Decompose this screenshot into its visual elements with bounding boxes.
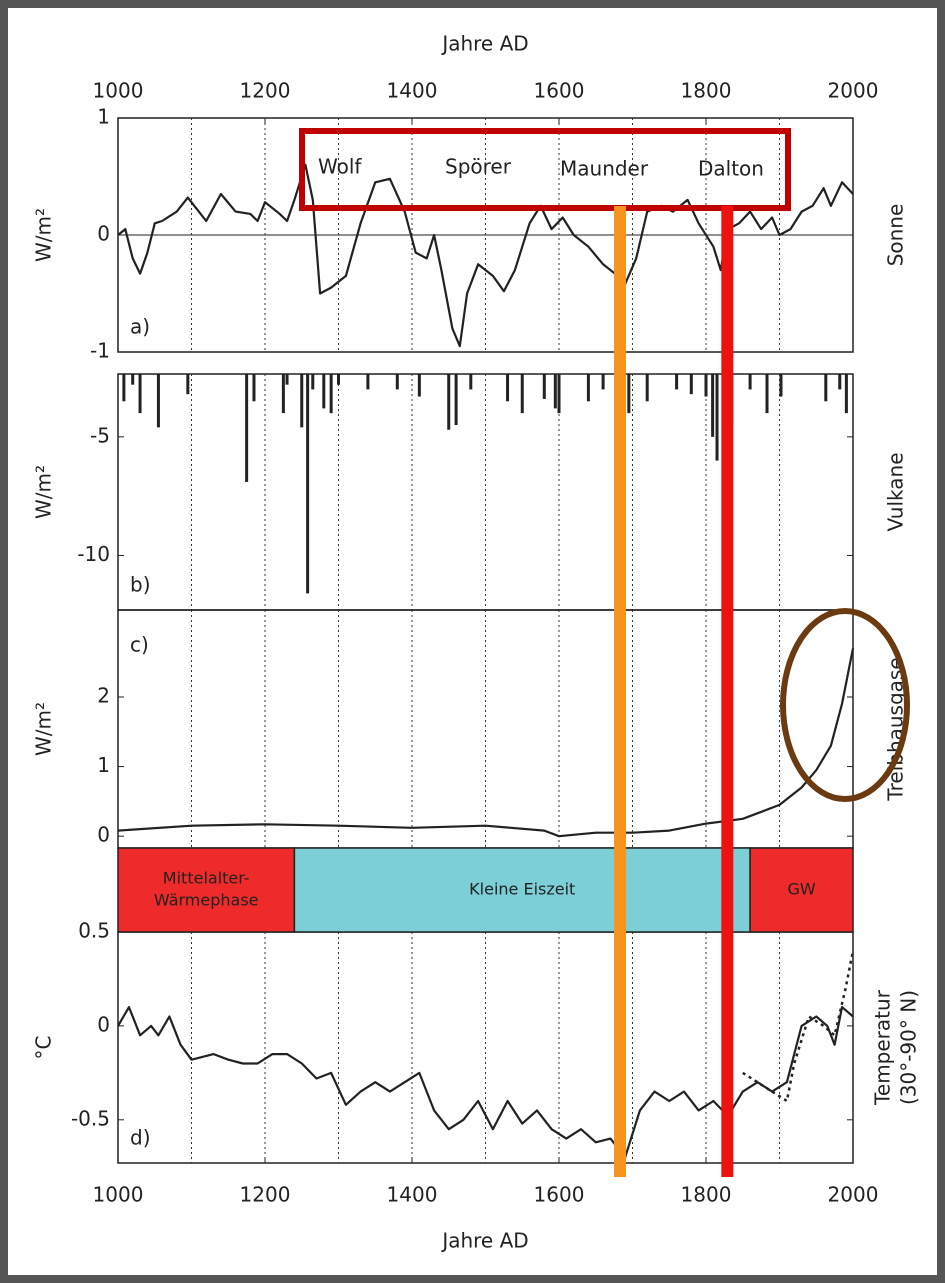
y-tick-label: 1 <box>97 753 110 777</box>
bar <box>838 374 842 390</box>
y-axis-label: W/m² <box>32 702 56 756</box>
x-axis-label-top: Jahre AD <box>440 32 528 56</box>
period <box>117 847 296 933</box>
data-line <box>117 163 854 348</box>
period <box>293 847 751 933</box>
x-tick-label-top: 2000 <box>828 79 879 103</box>
y-tick-label: 0 <box>97 222 110 246</box>
side-label: Sonne <box>884 204 908 267</box>
y-tick-label: -0.5 <box>71 1106 110 1130</box>
side-label: Temperatur <box>871 989 895 1106</box>
bar <box>557 374 561 414</box>
period-label: Kleine Eiszeit <box>469 880 575 899</box>
bar <box>337 374 340 385</box>
bar <box>715 374 719 461</box>
x-tick-label-bottom: 2000 <box>828 1183 879 1207</box>
bar <box>122 374 126 402</box>
period-label: Mittelalter- <box>163 869 250 888</box>
y-tick-label: 0 <box>97 1012 110 1036</box>
bar <box>601 374 605 390</box>
panel-label: a) <box>130 315 150 339</box>
bar <box>281 374 285 414</box>
bar <box>689 374 693 395</box>
y-axis-label: °C <box>32 1036 56 1060</box>
bar <box>306 374 310 594</box>
panel-label: d) <box>130 1126 151 1150</box>
bar <box>186 374 190 395</box>
bar <box>704 374 708 397</box>
x-tick-label-top: 1800 <box>681 79 732 103</box>
bar <box>156 374 160 428</box>
data-line <box>117 1006 854 1159</box>
y-tick-label: 0 <box>97 823 110 847</box>
bar <box>417 374 421 397</box>
bar <box>675 374 679 390</box>
x-tick-label-bottom: 1200 <box>240 1183 291 1207</box>
bar <box>395 374 399 390</box>
x-tick-label-bottom: 1400 <box>387 1183 438 1207</box>
minimum-label: Spörer <box>445 155 512 179</box>
bar <box>553 374 557 409</box>
bar <box>542 374 546 399</box>
x-tick-label-top: 1200 <box>240 79 291 103</box>
bar <box>627 374 631 414</box>
bar <box>824 374 828 402</box>
bar <box>252 374 256 402</box>
x-tick-label-bottom: 1600 <box>534 1183 585 1207</box>
bar <box>285 374 289 385</box>
minimum-label: Wolf <box>318 155 362 179</box>
y-axis-label: W/m² <box>32 208 56 262</box>
y-tick-label: -10 <box>77 542 110 566</box>
bar <box>245 374 249 482</box>
y-tick-label: -5 <box>90 423 110 447</box>
y-tick-label: -1 <box>90 339 110 363</box>
bar <box>366 374 370 390</box>
y-axis-label: W/m² <box>32 465 56 519</box>
bar <box>322 374 326 409</box>
y-tick-label: 1 <box>97 105 110 129</box>
bar <box>586 374 590 402</box>
minimum-label: Dalton <box>698 157 764 181</box>
panel-label: c) <box>130 633 149 657</box>
y-tick-label: 0.5 <box>78 919 110 943</box>
x-tick-label-top: 1000 <box>93 79 144 103</box>
bar <box>329 374 333 414</box>
bar <box>506 374 510 402</box>
bar <box>454 374 458 425</box>
bar <box>520 374 524 414</box>
bar <box>765 374 769 414</box>
annotations: Wolf Spörer Maunder Dalton <box>299 128 910 1177</box>
highlight-ellipse <box>780 608 910 802</box>
bar <box>138 374 142 414</box>
bar <box>300 374 304 428</box>
period-label: Wärmephase <box>154 891 259 910</box>
period-label: GW <box>787 880 815 899</box>
bar <box>447 374 451 430</box>
data-line <box>117 648 855 838</box>
bar <box>779 374 783 397</box>
bar <box>311 374 315 390</box>
x-tick-label-top: 1600 <box>534 79 585 103</box>
bar <box>711 374 715 437</box>
x-tick-label-bottom: 1800 <box>681 1183 732 1207</box>
bar <box>844 374 848 414</box>
x-tick-label-top: 1400 <box>387 79 438 103</box>
minimum-label: Maunder <box>560 157 649 181</box>
panel-label: b) <box>130 573 151 597</box>
side-label: (30°-90° N) <box>897 990 921 1105</box>
bar <box>645 374 649 402</box>
x-axis-label-bottom: Jahre AD <box>440 1229 528 1253</box>
y-tick-label: 2 <box>97 683 110 707</box>
x-tick-label-bottom: 1000 <box>93 1183 144 1207</box>
side-label: Vulkane <box>884 452 908 531</box>
bar <box>748 374 752 390</box>
minima-box <box>299 128 791 211</box>
period <box>749 847 854 933</box>
bar <box>469 374 473 390</box>
bar <box>131 374 135 385</box>
